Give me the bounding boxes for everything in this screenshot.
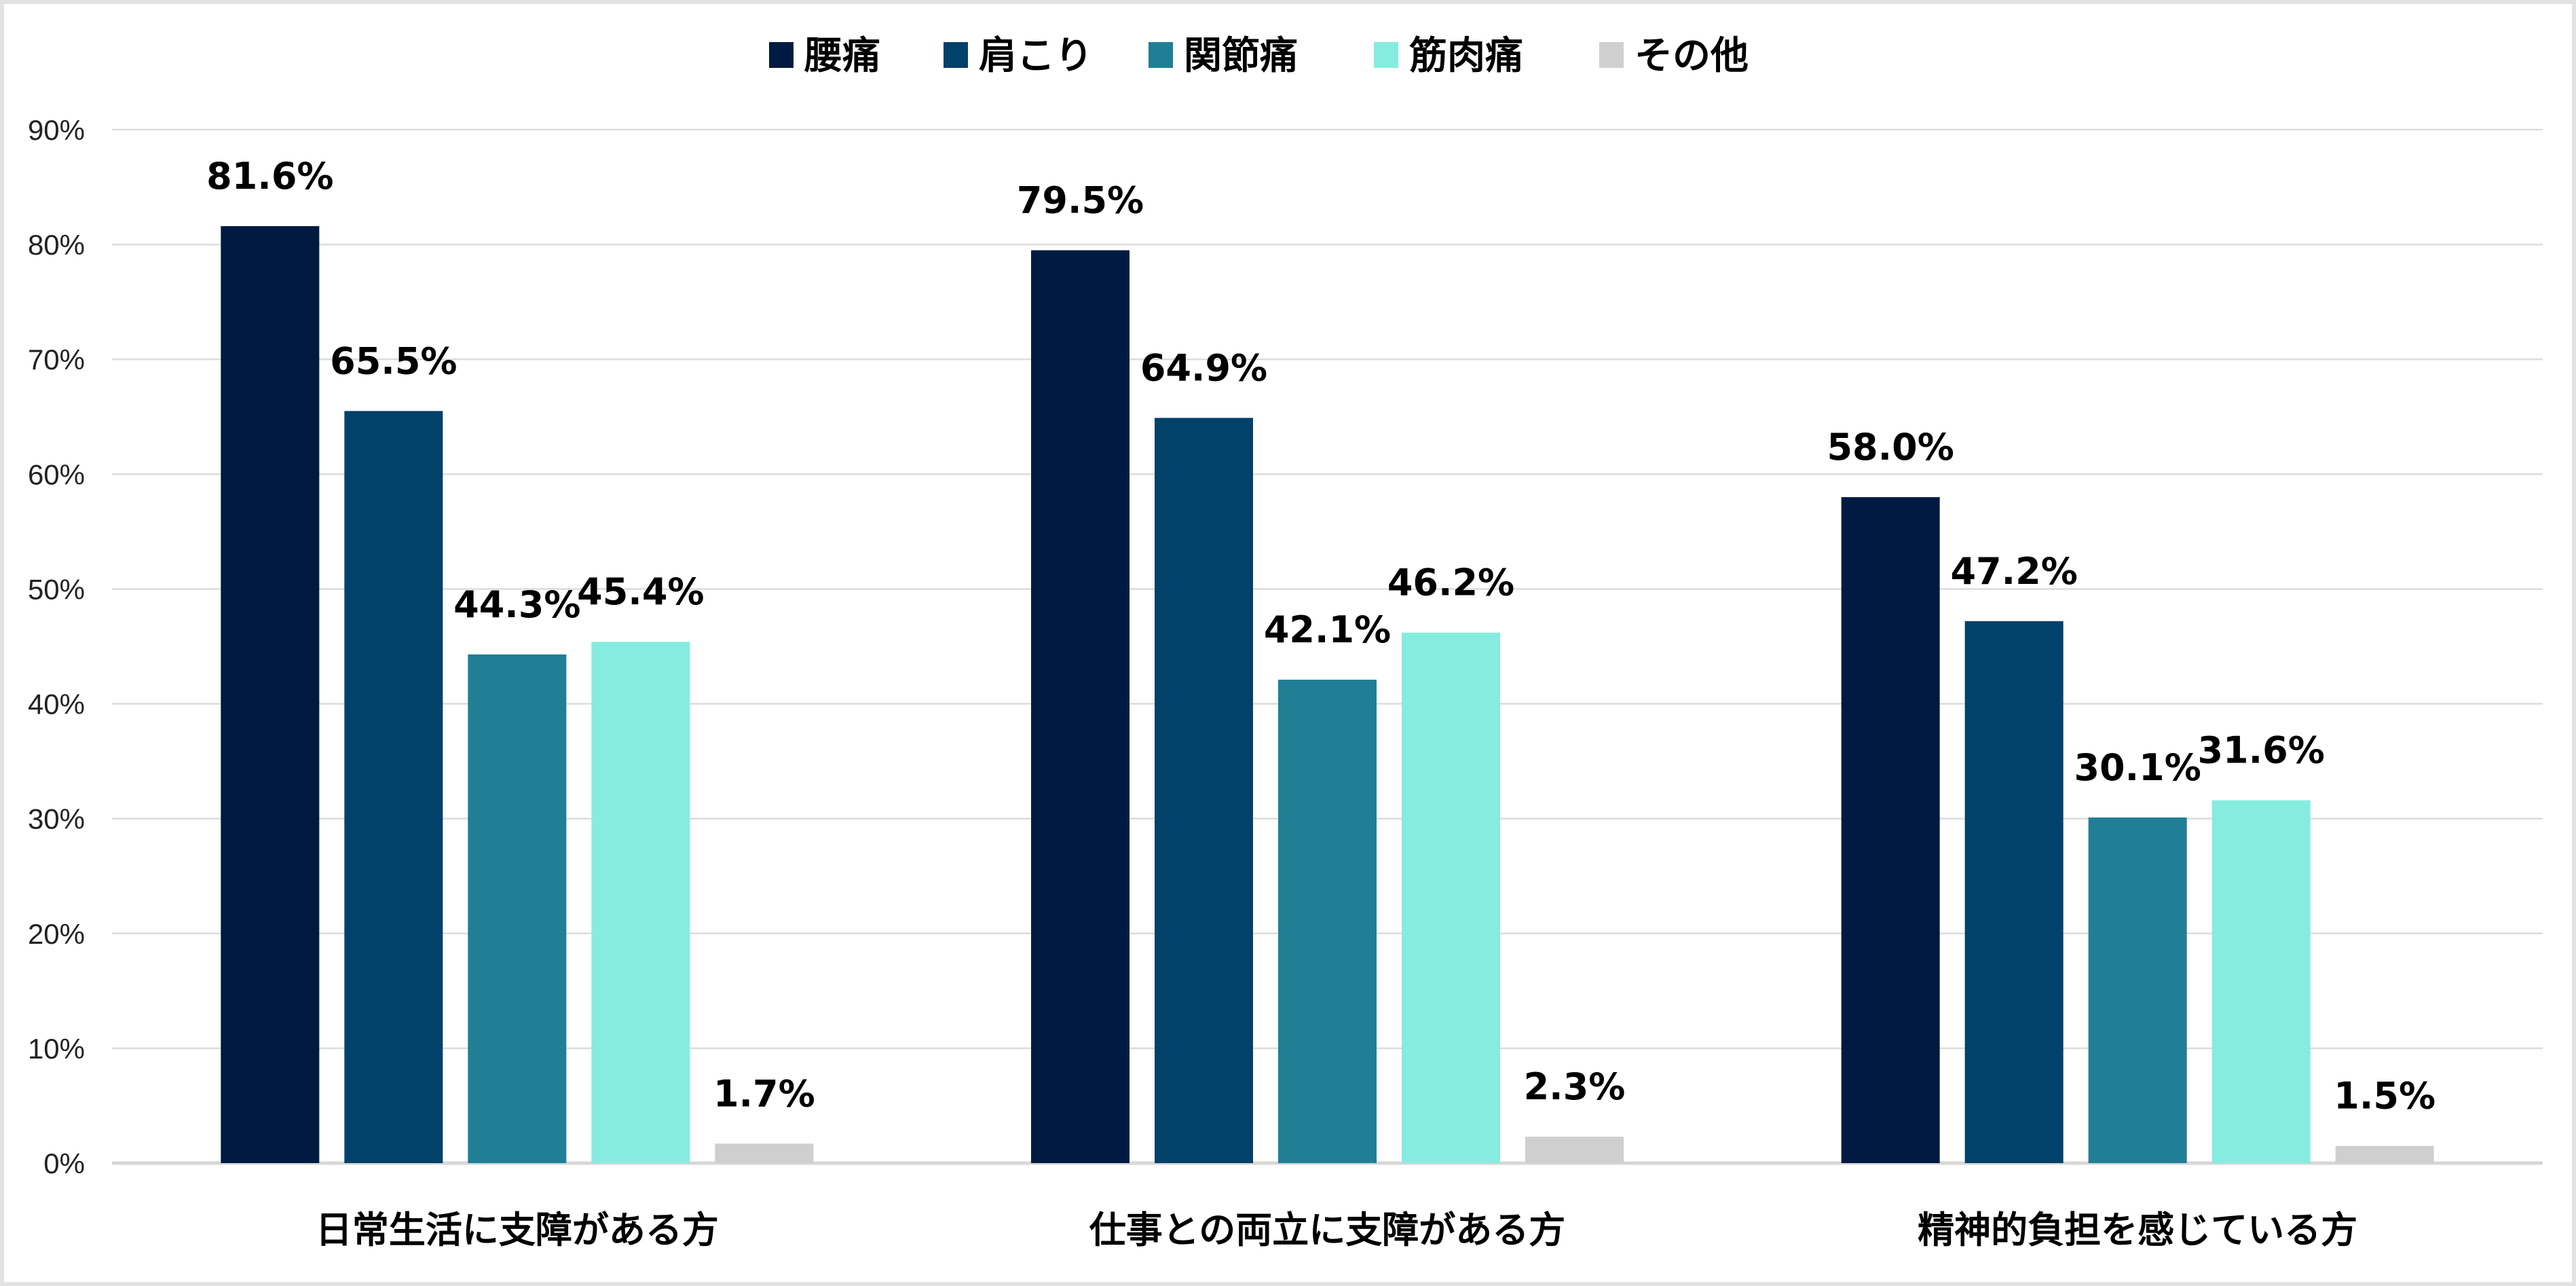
data-label: 79.5%: [1017, 179, 1144, 222]
data-label: 47.2%: [1950, 550, 2077, 593]
bar: [468, 654, 567, 1163]
y-tick-label: 20%: [28, 918, 85, 950]
bar: [221, 226, 320, 1163]
bar: [1964, 621, 2064, 1163]
data-label: 65.5%: [330, 339, 457, 382]
data-label: 1.7%: [713, 1072, 815, 1115]
bar: [2088, 817, 2187, 1163]
legend-label: その他: [1635, 34, 1749, 78]
data-labels: 81.6%65.5%44.3%45.4%1.7%79.5%64.9%42.1%4…: [206, 155, 2435, 1118]
bar: [715, 1143, 814, 1163]
data-label: 46.2%: [1387, 562, 1514, 604]
y-tick-label: 50%: [28, 573, 85, 605]
data-label: 30.1%: [2074, 746, 2201, 789]
y-tick-label: 30%: [28, 803, 85, 835]
bar: [1031, 250, 1130, 1164]
legend-swatch: [769, 42, 794, 68]
data-label: 64.9%: [1140, 346, 1267, 389]
bar: [1155, 418, 1253, 1163]
y-tick-label: 70%: [28, 344, 85, 375]
legend: 腰痛 肩こり 関節痛 筋肉痛 その他: [769, 34, 1749, 78]
x-axis-categories: 日常生活に支障がある方 仕事との両立に支障がある方 精神的負担を感じている方: [316, 1209, 2357, 1251]
data-label: 2.3%: [1524, 1065, 1626, 1108]
bar: [1841, 497, 1940, 1163]
bar: [591, 642, 690, 1163]
data-label: 1.5%: [2334, 1075, 2435, 1118]
legend-swatch: [1599, 42, 1624, 68]
bars: [221, 226, 2434, 1164]
category-label: 仕事との両立に支障がある方: [1089, 1209, 1565, 1251]
data-label: 58.0%: [1827, 426, 1954, 469]
y-axis-ticks: 0% 10% 20% 30% 40% 50% 60% 70% 80% 90%: [28, 114, 85, 1179]
data-label: 44.3%: [453, 583, 580, 626]
legend-swatch: [1374, 42, 1398, 68]
legend-label: 肩こり: [979, 34, 1093, 78]
bar: [2335, 1145, 2434, 1163]
legend-label: 腰痛: [804, 34, 880, 78]
category-label: 日常生活に支障がある方: [316, 1209, 719, 1251]
data-label: 31.6%: [2197, 729, 2324, 772]
data-label: 42.1%: [1264, 608, 1391, 651]
legend-swatch: [1149, 42, 1173, 68]
data-label: 45.4%: [577, 570, 704, 613]
category-label: 精神的負担を感じている方: [1918, 1209, 2357, 1251]
data-label: 81.6%: [206, 155, 333, 198]
y-tick-label: 0%: [43, 1147, 85, 1179]
bar: [1402, 632, 1500, 1163]
legend-label: 関節痛: [1184, 34, 1298, 78]
y-tick-label: 10%: [28, 1033, 85, 1065]
legend-swatch: [944, 42, 968, 68]
bar: [1525, 1137, 1624, 1163]
y-tick-label: 60%: [28, 458, 85, 490]
y-tick-label: 80%: [28, 229, 85, 261]
bar: [1278, 680, 1377, 1163]
bar: [2211, 800, 2311, 1163]
y-tick-label: 90%: [28, 114, 85, 146]
y-tick-label: 40%: [28, 688, 85, 720]
bar: [344, 411, 443, 1163]
legend-label: 筋肉痛: [1409, 34, 1523, 78]
